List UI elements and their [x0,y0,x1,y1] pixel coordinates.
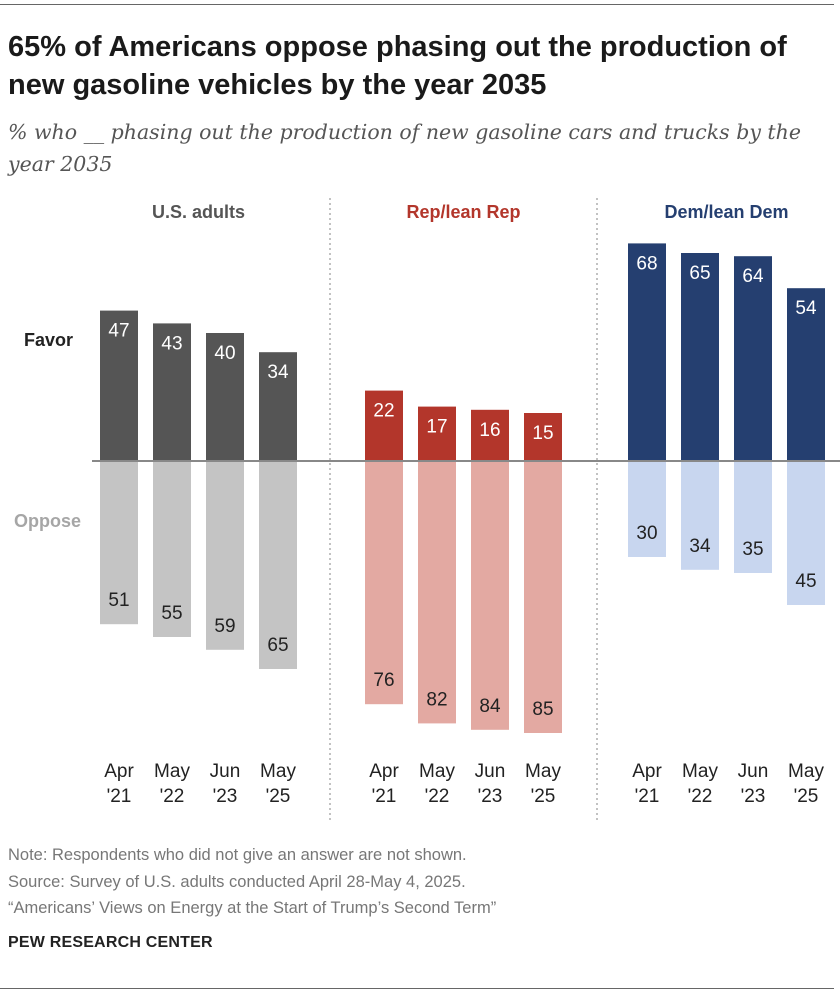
x-tick-month-u-s-adults-2: May [154,761,190,782]
oppose-bar-u-s-adults-3 [206,461,244,650]
oppose-bar-u-s-adults-2 [153,461,191,637]
oppose-value-rep-lean-rep-1: 76 [373,670,394,691]
x-tick-month-dem-lean-dem-4: May [788,761,824,782]
oppose-value-u-s-adults-4: 65 [267,635,288,656]
note-text: Note: Respondents who did not give an an… [8,846,467,864]
oppose-bar-dem-lean-dem-3 [734,461,772,573]
oppose-value-dem-lean-dem-4: 45 [795,571,816,592]
oppose-bar-u-s-adults-1 [100,461,138,625]
x-tick-month-rep-lean-rep-2: May [419,761,455,782]
x-tick-month-dem-lean-dem-1: Apr [632,761,662,782]
oppose-bar-rep-lean-rep-1 [365,461,403,705]
oppose-value-rep-lean-rep-3: 84 [479,696,501,717]
x-tick-month-dem-lean-dem-3: Jun [738,761,769,782]
oppose-bar-u-s-adults-4 [259,461,297,669]
x-tick-year-rep-lean-rep-3: '23 [478,786,503,807]
favor-value-u-s-adults-3: 40 [214,343,235,364]
x-tick-month-dem-lean-dem-2: May [682,761,718,782]
favor-row-label: Favor [24,330,73,350]
favor-value-dem-lean-dem-1: 68 [636,253,657,274]
pew-logo-text: PEW RESEARCH CENTER [8,934,213,951]
x-tick-year-u-s-adults-2: '22 [160,786,185,807]
favor-bar-rep-lean-rep-4 [524,413,562,461]
favor-value-rep-lean-rep-2: 17 [426,417,447,438]
x-tick-year-u-s-adults-1: '21 [107,786,132,807]
oppose-bar-rep-lean-rep-2 [418,461,456,724]
oppose-value-u-s-adults-3: 59 [214,616,235,637]
favor-value-u-s-adults-1: 47 [108,321,129,342]
x-tick-year-dem-lean-dem-3: '23 [741,786,766,807]
oppose-value-dem-lean-dem-1: 30 [636,523,657,544]
x-tick-year-u-s-adults-3: '23 [213,786,238,807]
x-tick-year-rep-lean-rep-4: '25 [531,786,556,807]
favor-bar-dem-lean-dem-4 [787,288,825,461]
x-tick-month-u-s-adults-3: Jun [210,761,241,782]
favor-value-rep-lean-rep-3: 16 [479,420,500,441]
x-tick-year-rep-lean-rep-1: '21 [372,786,397,807]
favor-bar-u-s-adults-3 [206,333,244,461]
report-title-text: “Americans’ Views on Energy at the Start… [8,899,497,917]
oppose-row-label: Oppose [14,511,81,531]
favor-bar-u-s-adults-1 [100,310,138,461]
oppose-value-dem-lean-dem-2: 34 [689,536,711,557]
group-title-rep-lean-rep: Rep/lean Rep [406,202,520,222]
oppose-bar-rep-lean-rep-4 [524,461,562,733]
oppose-bar-dem-lean-dem-4 [787,461,825,605]
chart-title: 65% of Americans oppose phasing out the … [8,31,787,101]
x-tick-year-dem-lean-dem-4: '25 [794,786,819,807]
group-title-u-s-adults: U.S. adults [152,202,245,222]
oppose-value-rep-lean-rep-2: 82 [426,689,447,710]
favor-bar-dem-lean-dem-2 [681,253,719,461]
favor-value-dem-lean-dem-3: 64 [742,266,764,287]
bottom-rule [0,988,834,989]
favor-bar-rep-lean-rep-1 [365,390,403,461]
favor-value-dem-lean-dem-4: 54 [795,298,817,319]
favor-value-dem-lean-dem-2: 65 [689,263,710,284]
source-text: Source: Survey of U.S. adults conducted … [8,873,466,891]
oppose-value-u-s-adults-2: 55 [161,603,182,624]
x-tick-month-u-s-adults-4: May [260,761,296,782]
x-tick-year-dem-lean-dem-1: '21 [635,786,660,807]
x-tick-month-rep-lean-rep-3: Jun [475,761,506,782]
x-tick-month-rep-lean-rep-1: Apr [369,761,399,782]
favor-bar-u-s-adults-2 [153,323,191,461]
oppose-bar-dem-lean-dem-2 [681,461,719,570]
favor-bar-dem-lean-dem-1 [628,243,666,461]
favor-value-rep-lean-rep-1: 22 [373,401,394,422]
x-tick-year-rep-lean-rep-2: '22 [425,786,450,807]
oppose-value-dem-lean-dem-3: 35 [742,539,763,560]
oppose-bar-rep-lean-rep-3 [471,461,509,730]
x-tick-year-dem-lean-dem-2: '22 [688,786,713,807]
favor-bar-dem-lean-dem-3 [734,256,772,461]
group-title-dem-lean-dem: Dem/lean Dem [664,202,788,222]
chart-subtitle: % who __ phasing out the production of n… [8,120,801,176]
diverging-bar-chart: Favor Oppose U.S. adults 47 43 40 34 51 55 59 65 Ap… [14,198,840,820]
favor-bar-rep-lean-rep-3 [471,409,509,461]
x-tick-month-u-s-adults-1: Apr [104,761,134,782]
favor-value-u-s-adults-4: 34 [267,362,289,383]
x-tick-month-rep-lean-rep-4: May [525,761,561,782]
favor-value-rep-lean-rep-4: 15 [532,423,553,444]
favor-value-u-s-adults-2: 43 [161,333,182,354]
oppose-value-u-s-adults-1: 51 [108,590,129,611]
favor-bar-u-s-adults-4 [259,352,297,461]
x-tick-year-u-s-adults-4: '25 [266,786,291,807]
top-rule [0,4,834,5]
oppose-bar-dem-lean-dem-1 [628,461,666,557]
oppose-value-rep-lean-rep-4: 85 [532,699,553,720]
favor-bar-rep-lean-rep-2 [418,406,456,461]
